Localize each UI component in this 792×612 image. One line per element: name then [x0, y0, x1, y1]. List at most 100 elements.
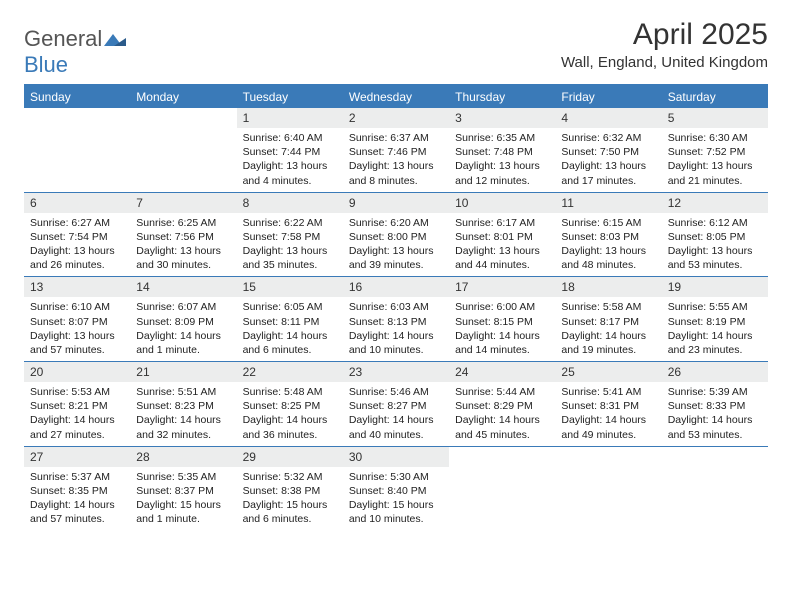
calendar-cell — [130, 108, 236, 192]
calendar-row: 13Sunrise: 6:10 AMSunset: 8:07 PMDayligh… — [24, 276, 768, 361]
day-number: 5 — [662, 108, 768, 128]
weekday-header: Thursday — [449, 85, 555, 108]
calendar-row: 27Sunrise: 5:37 AMSunset: 8:35 PMDayligh… — [24, 446, 768, 531]
day-details: Sunrise: 6:37 AMSunset: 7:46 PMDaylight:… — [343, 128, 449, 192]
day-details: Sunrise: 5:55 AMSunset: 8:19 PMDaylight:… — [662, 297, 768, 361]
day-details: Sunrise: 6:25 AMSunset: 7:56 PMDaylight:… — [130, 213, 236, 277]
calendar-cell: 24Sunrise: 5:44 AMSunset: 8:29 PMDayligh… — [449, 361, 555, 446]
day-number: 1 — [237, 108, 343, 128]
calendar-row: 6Sunrise: 6:27 AMSunset: 7:54 PMDaylight… — [24, 192, 768, 277]
day-details: Sunrise: 5:39 AMSunset: 8:33 PMDaylight:… — [662, 382, 768, 446]
day-number: 6 — [24, 192, 130, 213]
day-details: Sunrise: 6:22 AMSunset: 7:58 PMDaylight:… — [237, 213, 343, 277]
calendar-cell: 1Sunrise: 6:40 AMSunset: 7:44 PMDaylight… — [237, 108, 343, 192]
day-number: 27 — [24, 446, 130, 467]
calendar-header-row: SundayMondayTuesdayWednesdayThursdayFrid… — [24, 85, 768, 108]
calendar-row: 1Sunrise: 6:40 AMSunset: 7:44 PMDaylight… — [24, 108, 768, 192]
calendar-page: GeneralBlue April 2025 Wall, England, Un… — [0, 0, 792, 548]
day-details: Sunrise: 5:41 AMSunset: 8:31 PMDaylight:… — [555, 382, 661, 446]
day-number: 2 — [343, 108, 449, 128]
day-details: Sunrise: 6:40 AMSunset: 7:44 PMDaylight:… — [237, 128, 343, 192]
calendar-cell: 2Sunrise: 6:37 AMSunset: 7:46 PMDaylight… — [343, 108, 449, 192]
calendar-cell: 17Sunrise: 6:00 AMSunset: 8:15 PMDayligh… — [449, 276, 555, 361]
calendar-cell: 10Sunrise: 6:17 AMSunset: 8:01 PMDayligh… — [449, 192, 555, 277]
calendar-cell: 23Sunrise: 5:46 AMSunset: 8:27 PMDayligh… — [343, 361, 449, 446]
calendar-cell: 12Sunrise: 6:12 AMSunset: 8:05 PMDayligh… — [662, 192, 768, 277]
calendar-row: 20Sunrise: 5:53 AMSunset: 8:21 PMDayligh… — [24, 361, 768, 446]
day-number: 24 — [449, 361, 555, 382]
calendar-cell: 22Sunrise: 5:48 AMSunset: 8:25 PMDayligh… — [237, 361, 343, 446]
calendar-cell: 19Sunrise: 5:55 AMSunset: 8:19 PMDayligh… — [662, 276, 768, 361]
day-details: Sunrise: 5:30 AMSunset: 8:40 PMDaylight:… — [343, 467, 449, 531]
day-details: Sunrise: 5:58 AMSunset: 8:17 PMDaylight:… — [555, 297, 661, 361]
day-details: Sunrise: 6:27 AMSunset: 7:54 PMDaylight:… — [24, 213, 130, 277]
calendar-cell: 26Sunrise: 5:39 AMSunset: 8:33 PMDayligh… — [662, 361, 768, 446]
day-number: 15 — [237, 276, 343, 297]
day-details: Sunrise: 6:20 AMSunset: 8:00 PMDaylight:… — [343, 213, 449, 277]
calendar-cell: 6Sunrise: 6:27 AMSunset: 7:54 PMDaylight… — [24, 192, 130, 277]
day-number: 29 — [237, 446, 343, 467]
day-details: Sunrise: 6:03 AMSunset: 8:13 PMDaylight:… — [343, 297, 449, 361]
calendar-cell: 18Sunrise: 5:58 AMSunset: 8:17 PMDayligh… — [555, 276, 661, 361]
day-details: Sunrise: 6:30 AMSunset: 7:52 PMDaylight:… — [662, 128, 768, 192]
weekday-header: Friday — [555, 85, 661, 108]
day-details: Sunrise: 5:35 AMSunset: 8:37 PMDaylight:… — [130, 467, 236, 531]
calendar-cell: 29Sunrise: 5:32 AMSunset: 8:38 PMDayligh… — [237, 446, 343, 531]
header: GeneralBlue April 2025 Wall, England, Un… — [24, 18, 768, 78]
logo-text: GeneralBlue — [24, 26, 126, 78]
logo: GeneralBlue — [24, 26, 126, 78]
calendar-cell: 30Sunrise: 5:30 AMSunset: 8:40 PMDayligh… — [343, 446, 449, 531]
day-number: 9 — [343, 192, 449, 213]
calendar-cell — [662, 446, 768, 531]
day-details: Sunrise: 5:53 AMSunset: 8:21 PMDaylight:… — [24, 382, 130, 446]
calendar-cell: 20Sunrise: 5:53 AMSunset: 8:21 PMDayligh… — [24, 361, 130, 446]
calendar-body: 1Sunrise: 6:40 AMSunset: 7:44 PMDaylight… — [24, 108, 768, 530]
calendar-cell: 11Sunrise: 6:15 AMSunset: 8:03 PMDayligh… — [555, 192, 661, 277]
calendar-cell: 8Sunrise: 6:22 AMSunset: 7:58 PMDaylight… — [237, 192, 343, 277]
calendar-cell: 21Sunrise: 5:51 AMSunset: 8:23 PMDayligh… — [130, 361, 236, 446]
day-details: Sunrise: 6:17 AMSunset: 8:01 PMDaylight:… — [449, 213, 555, 277]
month-title: April 2025 — [561, 18, 768, 52]
calendar-cell: 16Sunrise: 6:03 AMSunset: 8:13 PMDayligh… — [343, 276, 449, 361]
day-details: Sunrise: 6:15 AMSunset: 8:03 PMDaylight:… — [555, 213, 661, 277]
weekday-header: Wednesday — [343, 85, 449, 108]
calendar-cell: 5Sunrise: 6:30 AMSunset: 7:52 PMDaylight… — [662, 108, 768, 192]
calendar-cell: 15Sunrise: 6:05 AMSunset: 8:11 PMDayligh… — [237, 276, 343, 361]
day-number: 16 — [343, 276, 449, 297]
weekday-header: Monday — [130, 85, 236, 108]
day-number: 20 — [24, 361, 130, 382]
calendar-cell: 9Sunrise: 6:20 AMSunset: 8:00 PMDaylight… — [343, 192, 449, 277]
day-details: Sunrise: 5:44 AMSunset: 8:29 PMDaylight:… — [449, 382, 555, 446]
location: Wall, England, United Kingdom — [561, 54, 768, 71]
day-number: 22 — [237, 361, 343, 382]
logo-triangle-icon — [104, 26, 126, 51]
title-block: April 2025 Wall, England, United Kingdom — [561, 18, 768, 71]
day-details: Sunrise: 6:12 AMSunset: 8:05 PMDaylight:… — [662, 213, 768, 277]
day-number: 19 — [662, 276, 768, 297]
weekday-header: Sunday — [24, 85, 130, 108]
calendar-table: SundayMondayTuesdayWednesdayThursdayFrid… — [24, 84, 768, 530]
calendar-cell — [24, 108, 130, 192]
day-number: 14 — [130, 276, 236, 297]
day-number: 17 — [449, 276, 555, 297]
day-details: Sunrise: 5:37 AMSunset: 8:35 PMDaylight:… — [24, 467, 130, 531]
day-details: Sunrise: 5:32 AMSunset: 8:38 PMDaylight:… — [237, 467, 343, 531]
day-number: 30 — [343, 446, 449, 467]
calendar-cell: 3Sunrise: 6:35 AMSunset: 7:48 PMDaylight… — [449, 108, 555, 192]
day-details: Sunrise: 6:07 AMSunset: 8:09 PMDaylight:… — [130, 297, 236, 361]
day-number: 12 — [662, 192, 768, 213]
logo-word1: General — [24, 26, 102, 51]
day-number: 28 — [130, 446, 236, 467]
day-details: Sunrise: 5:51 AMSunset: 8:23 PMDaylight:… — [130, 382, 236, 446]
day-number: 7 — [130, 192, 236, 213]
day-number: 10 — [449, 192, 555, 213]
day-number: 18 — [555, 276, 661, 297]
calendar-cell — [555, 446, 661, 531]
day-number: 23 — [343, 361, 449, 382]
calendar-cell: 7Sunrise: 6:25 AMSunset: 7:56 PMDaylight… — [130, 192, 236, 277]
calendar-cell: 14Sunrise: 6:07 AMSunset: 8:09 PMDayligh… — [130, 276, 236, 361]
weekday-header: Tuesday — [237, 85, 343, 108]
day-number: 25 — [555, 361, 661, 382]
calendar-cell: 27Sunrise: 5:37 AMSunset: 8:35 PMDayligh… — [24, 446, 130, 531]
day-number: 3 — [449, 108, 555, 128]
